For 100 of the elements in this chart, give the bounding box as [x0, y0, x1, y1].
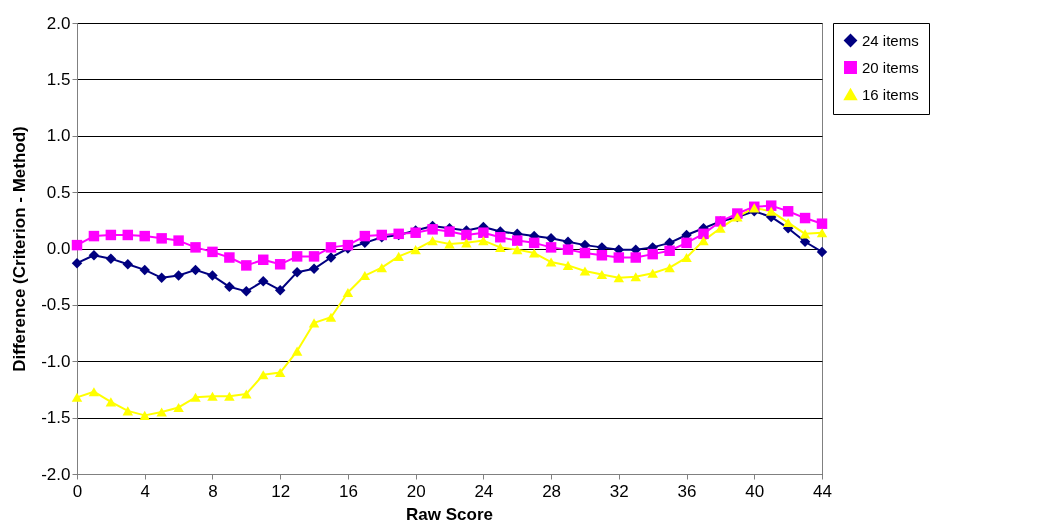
- point: [495, 231, 506, 243]
- x-tick-label: 16: [338, 481, 358, 501]
- point: [545, 257, 557, 267]
- point: [207, 270, 218, 281]
- point: [308, 318, 320, 328]
- x-tick-label: 28: [542, 481, 562, 501]
- point: [681, 237, 692, 249]
- point: [207, 246, 218, 258]
- point: [258, 254, 269, 266]
- point: [105, 253, 117, 264]
- point: [71, 239, 83, 251]
- point: [782, 218, 794, 228]
- point: [224, 391, 235, 401]
- y-tick-label: 2.0: [46, 13, 71, 33]
- point: [630, 252, 641, 263]
- x-tick-label: 20: [406, 481, 426, 501]
- point: [511, 235, 523, 246]
- point: [478, 236, 489, 246]
- point: [630, 272, 641, 282]
- point: [816, 218, 828, 229]
- point: [241, 286, 252, 297]
- point: [444, 226, 455, 237]
- x-tick-label: 44: [813, 481, 832, 501]
- point: [258, 370, 269, 380]
- x-tick-label: 24: [474, 481, 494, 501]
- legend-label: 20 items: [862, 58, 919, 76]
- point: [816, 228, 828, 238]
- point: [88, 387, 100, 397]
- x-axis-title: Raw Score: [406, 505, 493, 524]
- point: [122, 259, 134, 270]
- point: [156, 272, 167, 284]
- y-tick-label: 1.0: [46, 126, 71, 146]
- point: [816, 246, 828, 258]
- point: [698, 236, 709, 246]
- point: [511, 245, 523, 255]
- point: [528, 237, 540, 249]
- point: [173, 402, 184, 413]
- point: [359, 271, 371, 281]
- point: [664, 245, 675, 256]
- point: [173, 235, 184, 246]
- point: [156, 407, 167, 417]
- point: [427, 236, 438, 246]
- x-tick-label: 40: [745, 481, 765, 501]
- point: [647, 248, 658, 260]
- point: [342, 239, 354, 251]
- point: [427, 224, 438, 235]
- point: [461, 238, 472, 248]
- point: [105, 229, 117, 241]
- point: [478, 227, 489, 238]
- point: [190, 242, 201, 253]
- point: [274, 284, 286, 296]
- point: [528, 248, 540, 258]
- point: [241, 260, 252, 271]
- point: [715, 223, 726, 233]
- point: [258, 275, 269, 287]
- point: [596, 269, 608, 279]
- point: [393, 251, 404, 261]
- point: [274, 367, 286, 378]
- y-axis-title: Difference (Criterion - Method): [10, 126, 30, 372]
- point: [291, 346, 303, 356]
- point: [156, 233, 167, 244]
- y-tick-label: -0.5: [41, 295, 71, 315]
- point: [190, 264, 201, 276]
- point: [207, 391, 218, 401]
- point: [308, 251, 320, 262]
- legend-label: 24 items: [862, 31, 919, 49]
- point: [359, 230, 371, 242]
- y-tick-label: -1.0: [41, 351, 71, 371]
- point: [342, 287, 354, 298]
- point: [71, 392, 83, 402]
- point: [122, 229, 134, 241]
- point: [444, 239, 455, 249]
- x-tick-label: 0: [72, 481, 83, 501]
- point: [88, 230, 100, 242]
- point: [647, 268, 658, 278]
- point: [308, 263, 320, 275]
- x-tick-label: 36: [677, 481, 697, 501]
- point: [410, 245, 421, 255]
- point: [613, 252, 625, 263]
- point: [291, 266, 303, 278]
- point: [495, 242, 506, 252]
- point: [139, 410, 150, 420]
- point: [71, 257, 83, 269]
- legend-label: 16 items: [862, 85, 919, 103]
- point: [765, 200, 777, 211]
- point: [613, 273, 625, 283]
- point: [173, 270, 184, 281]
- x-tick-label: 12: [271, 481, 291, 501]
- point: [562, 260, 574, 270]
- point: [545, 242, 557, 253]
- point: [224, 281, 235, 293]
- y-tick-label: -2.0: [41, 464, 71, 484]
- y-tick-label: -1.5: [41, 408, 71, 428]
- point: [782, 206, 794, 217]
- point: [765, 206, 777, 216]
- point: [698, 228, 709, 240]
- point: [122, 406, 134, 416]
- point: [139, 264, 150, 276]
- y-tick-label: 0.0: [46, 239, 71, 258]
- point: [461, 229, 472, 241]
